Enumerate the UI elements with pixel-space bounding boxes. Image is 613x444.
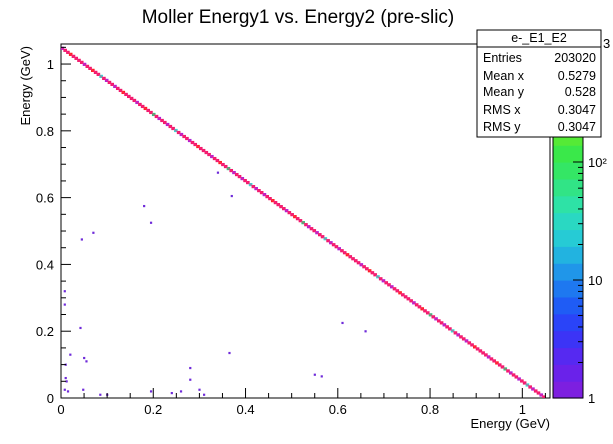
scatter-point — [320, 375, 323, 378]
scatter-point — [364, 330, 367, 333]
colorbar-band — [553, 263, 583, 281]
scatter-point — [149, 221, 153, 224]
scatter-point — [179, 390, 183, 393]
y-tick-label: 0.6 — [36, 191, 54, 206]
scatter-point — [313, 373, 316, 376]
x-tick-label: 0.4 — [236, 402, 254, 417]
y-axis-label: Energy (GeV) — [18, 46, 33, 125]
scatter-point — [85, 360, 88, 363]
x-axis-label: Energy (GeV) — [471, 416, 550, 431]
scatter-point — [203, 393, 206, 396]
scatter-point — [79, 326, 82, 330]
colorbar-band — [553, 280, 583, 298]
scatter-point — [149, 390, 153, 393]
colorbar-band — [553, 162, 583, 180]
colorbar-band — [553, 145, 583, 163]
scatter-point — [82, 388, 85, 391]
scatter-point — [65, 380, 68, 383]
scatter-point — [216, 171, 220, 174]
scatter-point — [63, 303, 66, 306]
colorbar-band — [553, 381, 583, 399]
stats-rmsx-value: 0.3047 — [558, 103, 596, 117]
plot-area — [60, 43, 551, 399]
scatter-point — [189, 366, 192, 370]
x-tick-label: 1 — [519, 402, 526, 417]
stats-box: e-_E1_E2 Entries 203020 Mean x 0.5279 Me… — [476, 29, 602, 138]
scatter-point — [64, 376, 67, 380]
scatter-point — [63, 388, 66, 391]
y-tick-label: 0 — [47, 391, 54, 406]
colorbar-tick-label: 10² — [588, 155, 607, 170]
diagonal-line — [61, 46, 546, 398]
colorbar-band — [553, 212, 583, 231]
y-axis-ticks: 0 0.2 0.4 0.6 0.8 1 — [36, 46, 71, 406]
stats-meany-value: 0.528 — [565, 85, 596, 99]
colorbar-band — [553, 364, 583, 382]
y-tick-label: 1 — [47, 57, 54, 72]
stats-meanx-label: Mean x — [483, 69, 525, 83]
x-axis-ticks: 0 0.2 0.4 0.6 0.8 1 — [57, 388, 546, 417]
scatter-point — [230, 194, 233, 198]
stats-rmsy-value: 0.3047 — [558, 120, 596, 134]
scatter-point — [83, 356, 86, 360]
scatter-point — [66, 390, 70, 393]
scatter-point — [189, 378, 192, 381]
colorbar-exponent: 3 — [603, 36, 610, 51]
scatter-point — [228, 351, 231, 355]
x-tick-label: 0 — [57, 402, 64, 417]
colorbar-band — [553, 296, 583, 315]
scatter-point — [198, 388, 201, 391]
stats-rmsy-label: RMS y — [483, 120, 521, 134]
scatter-point — [69, 353, 72, 356]
scatter-point — [63, 290, 66, 293]
colorbar-band — [553, 229, 583, 247]
stats-meany-label: Mean y — [483, 85, 525, 99]
colorbar-band — [553, 347, 583, 365]
stats-entries-label: Entries — [483, 51, 522, 65]
colorbar-band — [553, 313, 583, 332]
stats-entries-value: 203020 — [554, 51, 596, 65]
scatter-point — [99, 393, 102, 396]
stats-rmsx-label: RMS x — [483, 103, 521, 117]
scatter-point — [341, 321, 344, 325]
stats-box-frame — [476, 29, 602, 138]
x-tick-label: 0.2 — [144, 402, 162, 417]
scatter-point — [92, 231, 95, 234]
x-tick-label: 0.8 — [421, 402, 439, 417]
stats-box-name: e-_E1_E2 — [511, 31, 567, 45]
scatter-point — [170, 391, 173, 395]
x-tick-label: 0.6 — [329, 402, 347, 417]
scatter-point — [143, 204, 146, 208]
diagonal-band — [61, 46, 546, 398]
colorbar-tick-label: 1 — [588, 391, 595, 406]
colorbar-band — [553, 330, 583, 349]
colorbar-band — [553, 178, 583, 197]
stats-meanx-value: 0.5279 — [558, 69, 596, 83]
y-tick-label: 0.2 — [36, 324, 54, 339]
colorbar-band — [553, 246, 583, 264]
y-tick-label: 0.4 — [36, 257, 54, 272]
colorbar-tick-label: 10 — [588, 273, 602, 288]
y-tick-label: 0.8 — [36, 124, 54, 139]
colorbar-band — [553, 195, 583, 214]
chart-title: Moller Energy1 vs. Energy2 (pre-slic) — [142, 7, 455, 28]
scatter-point — [80, 238, 83, 241]
